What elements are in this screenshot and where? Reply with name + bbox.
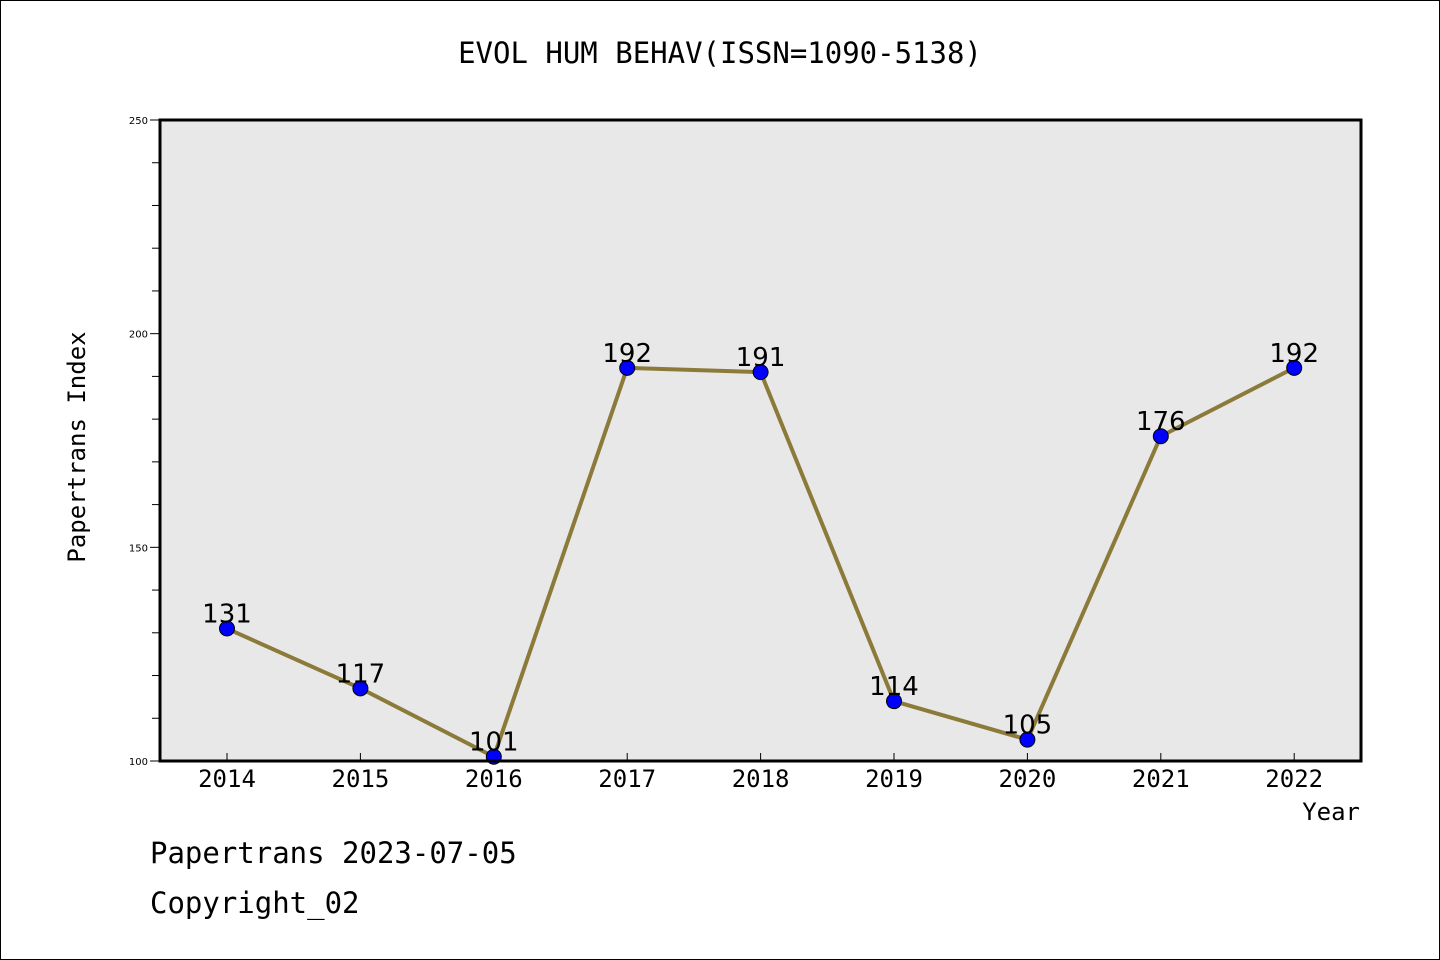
y-tick-label: 200 <box>129 330 148 341</box>
data-point-marker <box>752 364 769 381</box>
data-point-marker <box>352 680 369 697</box>
x-tick-label: 2017 <box>598 765 656 793</box>
data-point-marker <box>1019 731 1036 748</box>
data-label: 131 <box>202 600 252 630</box>
plot-border <box>158 118 1363 763</box>
data-point-marker <box>1152 428 1169 445</box>
y-axis-label: Papertrans Index <box>63 331 91 562</box>
x-tick-label: 2018 <box>732 765 790 793</box>
x-tick-label: 2014 <box>198 765 256 793</box>
y-tick-label: 100 <box>129 757 148 768</box>
data-point-marker <box>619 359 636 376</box>
series-markers <box>219 359 1303 765</box>
x-axis-ticks: 2014 2015 2016 2017 2018 2019 2020 2021 2022 <box>198 753 1323 793</box>
data-label: 191 <box>736 343 786 373</box>
y-tick-label: 250 <box>129 116 148 127</box>
x-axis-label: Year <box>1302 798 1360 826</box>
data-label: 192 <box>1269 339 1319 369</box>
chart-title: EVOL HUM BEHAV(ISSN=1090-5138) <box>458 36 982 70</box>
data-label: 114 <box>869 672 919 702</box>
x-tick-label: 2022 <box>1265 765 1323 793</box>
data-point-marker <box>219 620 235 637</box>
y-tick-label: 150 <box>129 543 148 554</box>
data-point-marker <box>886 693 902 710</box>
data-label: 117 <box>336 659 386 689</box>
x-tick-label: 2016 <box>465 765 523 793</box>
data-label: 176 <box>1136 407 1186 437</box>
y-axis-ticks: 100 150 200 250 <box>129 116 160 768</box>
x-tick-label: 2020 <box>999 765 1057 793</box>
data-label: 101 <box>469 728 519 758</box>
x-tick-label: 2015 <box>332 765 390 793</box>
footer-copyright: Copyright_02 <box>150 886 360 920</box>
x-tick-label: 2019 <box>865 765 923 793</box>
footer-stamp: Papertrans 2023-07-05 <box>150 836 517 870</box>
data-label: 192 <box>602 339 652 369</box>
data-point-marker <box>1286 359 1303 376</box>
data-label: 105 <box>1003 711 1053 741</box>
x-tick-label: 2021 <box>1132 765 1190 793</box>
data-labels: 131 117 101 192 191 114 105 176 192 <box>202 339 1319 758</box>
